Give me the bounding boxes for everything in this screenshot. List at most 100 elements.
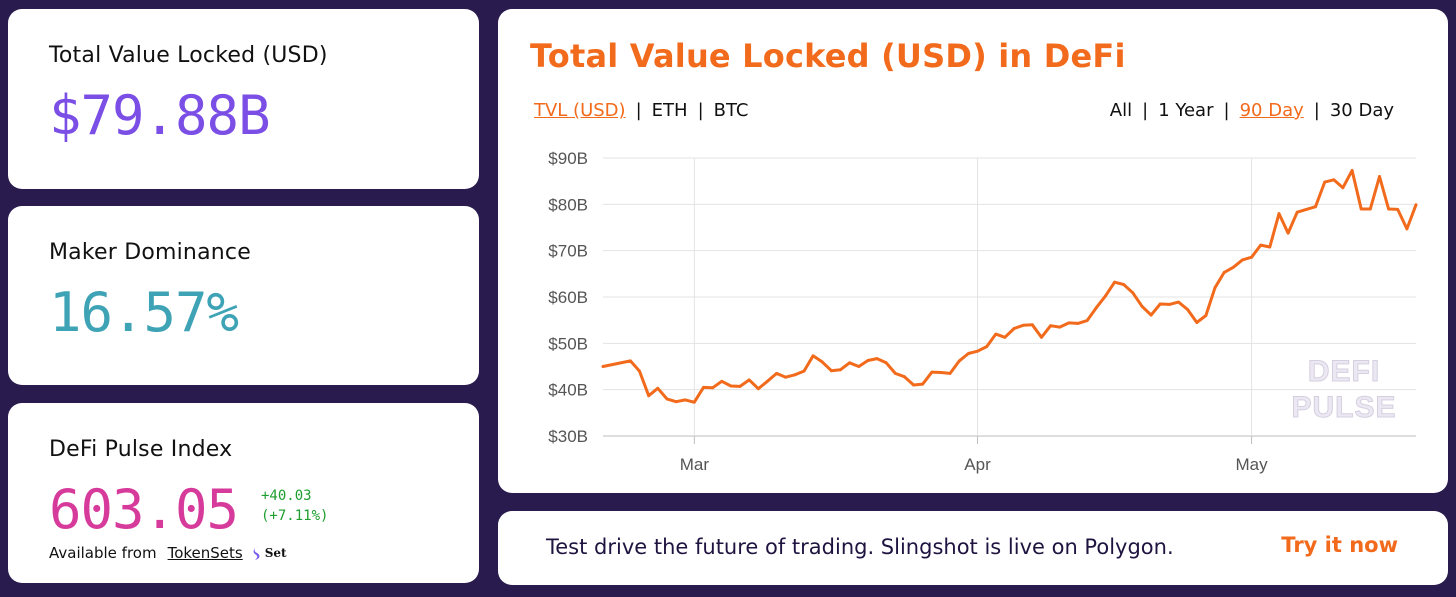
- promo-text: Test drive the future of trading. Slings…: [546, 535, 1174, 559]
- range-separator: |: [1313, 100, 1320, 121]
- tvl-data-point: [1222, 271, 1226, 274]
- tvl-data-point: [994, 332, 998, 336]
- tvl-data-point: [985, 345, 989, 348]
- y-tick-label: $30B: [548, 427, 588, 446]
- maker-dominance-label: Maker Dominance: [49, 240, 251, 265]
- tvl-data-point: [1314, 205, 1317, 209]
- tvl-data-point: [921, 382, 925, 386]
- chart-grid: [603, 157, 1416, 444]
- tvl-data-point: [1259, 243, 1263, 247]
- tvl-chart[interactable]: DEFI PULSE $30B$40B$50B$60B$70B$80B$90B …: [498, 9, 1448, 493]
- tvl-data-point: [674, 400, 678, 404]
- tvl-data-point: [729, 384, 733, 388]
- tvl-data-point: [1067, 321, 1071, 325]
- tvl-data-point: [1241, 258, 1244, 262]
- tvl-data-point: [1414, 203, 1418, 207]
- tvl-data-point: [756, 387, 760, 391]
- tvl-data-point: [1076, 322, 1080, 325]
- tvl-data-point: [848, 361, 851, 365]
- y-axis-labels: $30B $40B $50B $60B $70B $80B $90B: [548, 149, 588, 446]
- tvl-data-point: [1177, 300, 1180, 304]
- range-separator: |: [1223, 100, 1230, 121]
- tvl-data-point: [1213, 286, 1217, 290]
- defi-pulse-watermark: DEFI PULSE: [1291, 355, 1396, 425]
- tvl-data-point: [1295, 210, 1299, 214]
- tvl-data-point: [1387, 207, 1390, 211]
- range-toggle: All | 1 Year | 90 Day | 30 Day: [1110, 100, 1394, 121]
- tvl-data-point: [1378, 175, 1381, 178]
- tvl-data-point: [866, 359, 870, 362]
- tvl-data-point: [1250, 255, 1253, 259]
- tvl-data-point: [1158, 302, 1162, 306]
- tvl-data-point: [875, 357, 879, 360]
- tvl-data-point: [930, 370, 934, 374]
- tvl-series-line: [601, 169, 1418, 404]
- tvl-data-point: [1113, 280, 1116, 284]
- tvl-data-point: [784, 375, 788, 379]
- watermark-line-1: DEFI: [1308, 355, 1380, 388]
- maker-dominance-value: 16.57%: [49, 281, 239, 344]
- tvl-data-point: [1030, 323, 1034, 327]
- tvl-chart-card: DEFI PULSE $30B $40B $50B $60B $70B $80B $90B …: [498, 9, 1448, 493]
- tvl-data-point: [912, 383, 915, 387]
- tvl-data-point: [1368, 207, 1372, 211]
- tvl-data-point: [775, 372, 778, 375]
- set-logo-text: Set: [264, 546, 287, 560]
- tvl-data-point: [1149, 313, 1153, 317]
- defi-pulse-index-card: DeFi Pulse Index 603.05 +40.03 (+7.11%) …: [8, 403, 479, 583]
- tvl-data-point: [793, 373, 797, 377]
- tvl-data-point: [766, 379, 769, 383]
- tvl-data-point: [665, 397, 669, 401]
- set-logo-icon: [253, 546, 260, 560]
- range-30-day[interactable]: 30 Day: [1329, 100, 1394, 121]
- tvl-data-point: [601, 365, 605, 368]
- tvl-data-point: [1286, 231, 1290, 235]
- toggle-btc[interactable]: BTC: [713, 100, 749, 121]
- tvl-data-point: [1012, 327, 1016, 330]
- available-from-text: Available from: [49, 544, 157, 562]
- tvl-data-point: [820, 360, 824, 364]
- tvl-data-point: [884, 361, 888, 365]
- tvl-data-point: [802, 369, 806, 373]
- toggle-tvl-usd[interactable]: TVL (USD): [534, 100, 626, 121]
- set-logo[interactable]: Set: [252, 545, 287, 561]
- tokensets-link[interactable]: TokenSets: [167, 544, 243, 562]
- tvl-data-point: [747, 378, 751, 382]
- y-tick-label: $70B: [548, 242, 588, 261]
- tvl-data-point: [1003, 335, 1007, 339]
- y-tick-label: $80B: [548, 195, 588, 214]
- tvl-data-point: [1204, 314, 1208, 317]
- dpi-change-percent: (+7.11%): [261, 508, 329, 524]
- y-tick-label: $40B: [548, 381, 588, 400]
- dpi-change: +40.03 (+7.11%): [261, 486, 328, 526]
- tvl-data-point: [1231, 265, 1235, 269]
- range-all[interactable]: All: [1109, 100, 1133, 121]
- tvl-data-point: [1094, 306, 1098, 310]
- dpi-change-absolute: +40.03: [261, 488, 312, 504]
- tvl-data-point: [1104, 294, 1107, 298]
- tvl-data-point: [1277, 212, 1281, 216]
- tvl-data-point: [738, 385, 742, 388]
- tvl-data-point: [711, 386, 714, 390]
- watermark-line-2: PULSE: [1291, 391, 1396, 424]
- tvl-data-point: [1122, 283, 1126, 286]
- y-tick-label: $60B: [548, 288, 588, 307]
- try-it-now-link[interactable]: Try it now: [1281, 533, 1398, 557]
- tvl-data-point: [629, 359, 632, 363]
- toggle-eth[interactable]: ETH: [651, 100, 688, 121]
- x-tick-label: Mar: [680, 455, 710, 474]
- tvl-data-point: [1341, 186, 1345, 190]
- maker-dominance-card: Maker Dominance 16.57%: [8, 206, 479, 385]
- toggle-separator: |: [635, 100, 642, 121]
- range-90-day[interactable]: 90 Day: [1239, 100, 1304, 121]
- tvl-data-point: [1323, 180, 1327, 184]
- x-axis-labels: Mar Apr May: [680, 455, 1268, 474]
- tvl-data-point: [903, 375, 906, 379]
- chart-title: Total Value Locked (USD) in DeFi: [530, 37, 1126, 75]
- range-1-year[interactable]: 1 Year: [1158, 100, 1214, 121]
- tvl-data-point: [948, 372, 952, 375]
- tvl-data-point: [1040, 335, 1043, 339]
- tvl-data-point: [830, 369, 833, 373]
- tvl-data-point: [702, 386, 705, 389]
- tvl-data-point: [1049, 324, 1052, 328]
